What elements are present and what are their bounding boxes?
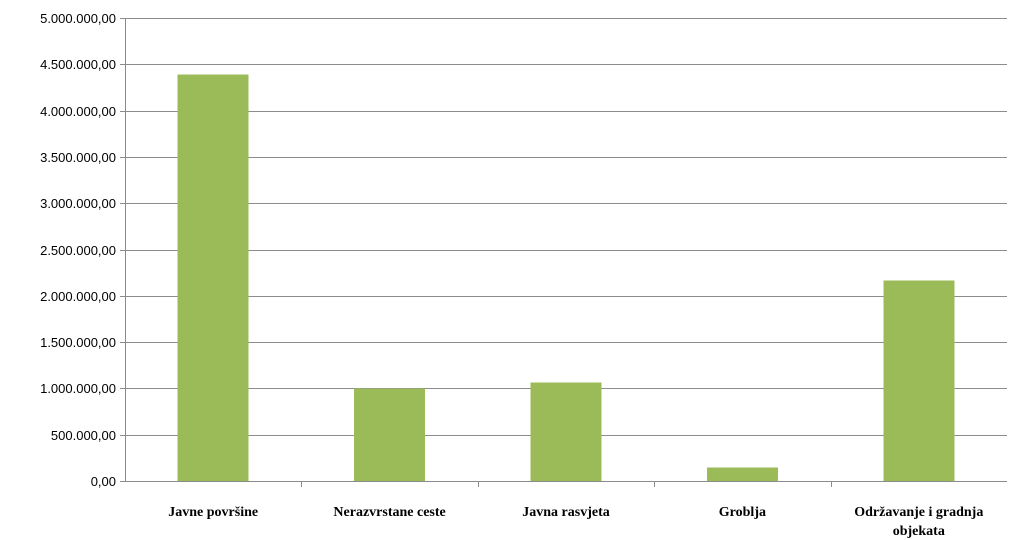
gridlines [125,18,1007,436]
axes [120,18,1007,487]
x-category-label: Groblja [719,505,766,520]
y-tick-label: 5.000.000,00 [40,11,116,26]
bar-4 [706,467,778,481]
x-category-label-line: objekata [893,524,945,539]
y-tick-label: 4.000.000,00 [40,104,116,119]
x-category-label: Javne površine [168,505,258,520]
y-axis-tick-labels: 0,00 500.000,00 1.000.000,00 1.500.000,00 2.… [40,11,116,489]
y-tick-label: 500.000,00 [51,428,116,443]
bar-2 [354,388,426,481]
y-tick-label: 4.500.000,00 [40,57,116,72]
x-category-label: Javna rasvjeta [522,505,610,520]
bar-1 [177,74,249,482]
y-tick-label: 3.500.000,00 [40,150,116,165]
y-tick-label: 3.000.000,00 [40,196,116,211]
bars [177,74,955,482]
bar-5 [883,280,955,481]
y-tick-label: 2.000.000,00 [40,289,116,304]
bar-3 [530,382,602,481]
x-axis-category-labels: Javne površine Nerazvrstane ceste Javna ra… [168,505,983,539]
y-tick-label: 1.000.000,00 [40,381,116,396]
y-tick-label: 1.500.000,00 [40,335,116,350]
x-category-label: Održavanje i gradnja objekata [854,505,983,539]
y-tick-label: 0,00 [91,474,116,489]
x-category-label-line: Održavanje i gradnja [854,505,983,520]
x-category-label: Nerazvrstane ceste [333,505,445,520]
y-tick-label: 2.500.000,00 [40,243,116,258]
